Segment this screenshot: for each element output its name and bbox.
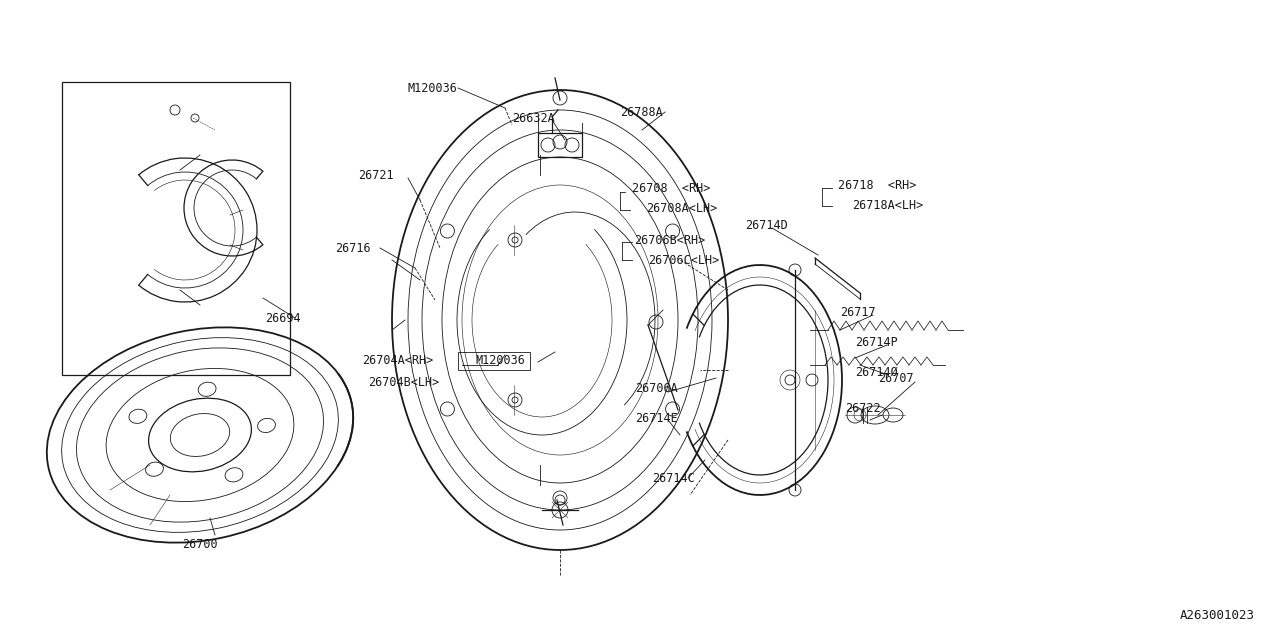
Text: 26716: 26716 bbox=[335, 241, 371, 255]
Text: 26717: 26717 bbox=[840, 305, 876, 319]
Text: 26632A: 26632A bbox=[512, 111, 554, 125]
Text: 26714P: 26714P bbox=[855, 335, 897, 349]
Text: 26700: 26700 bbox=[182, 538, 218, 552]
Text: 26706A: 26706A bbox=[635, 381, 677, 394]
Text: 26694: 26694 bbox=[265, 312, 301, 324]
Bar bbox=[538, 133, 582, 157]
Text: 26788A: 26788A bbox=[620, 106, 663, 118]
Text: M120036: M120036 bbox=[408, 81, 458, 95]
Text: 26708  <RH>: 26708 <RH> bbox=[632, 182, 710, 195]
Text: M120036: M120036 bbox=[475, 353, 525, 367]
Text: 26714E: 26714E bbox=[635, 412, 677, 424]
Text: 26707: 26707 bbox=[878, 371, 914, 385]
Text: 26714Ø: 26714Ø bbox=[855, 365, 897, 378]
Bar bbox=[61, 82, 291, 375]
Text: 26704B<LH>: 26704B<LH> bbox=[369, 376, 439, 388]
Text: 26706B<RH>: 26706B<RH> bbox=[634, 234, 705, 246]
Text: 26718  <RH>: 26718 <RH> bbox=[838, 179, 916, 191]
Text: 26722: 26722 bbox=[845, 401, 881, 415]
Text: 26706C<LH>: 26706C<LH> bbox=[648, 253, 719, 266]
Text: 26714D: 26714D bbox=[745, 218, 787, 232]
Text: 26714C: 26714C bbox=[652, 472, 695, 484]
Text: 26704A<RH>: 26704A<RH> bbox=[362, 353, 433, 367]
Text: 26708A<LH>: 26708A<LH> bbox=[646, 202, 717, 214]
Bar bbox=[458, 352, 530, 370]
Text: 26718A<LH>: 26718A<LH> bbox=[852, 198, 923, 211]
Text: A263001023: A263001023 bbox=[1180, 609, 1254, 622]
Text: 26721: 26721 bbox=[358, 168, 394, 182]
